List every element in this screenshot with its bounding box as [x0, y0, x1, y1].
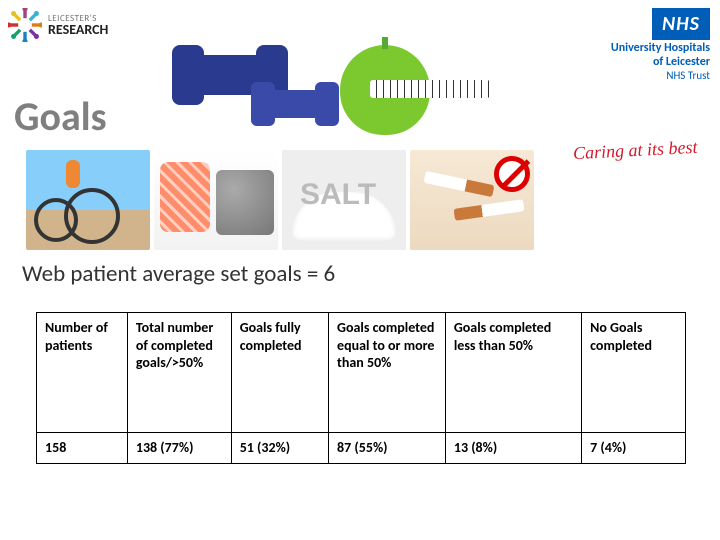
- cell: 87 (55%): [329, 433, 446, 464]
- hospital-line2: of Leicester: [611, 56, 710, 70]
- image-dumbbell-apple: [170, 10, 480, 142]
- cell: 138 (77%): [127, 433, 231, 464]
- hospital-trust: NHS Trust: [611, 70, 710, 83]
- header-area: LEICESTER'S RESEARCH NHS University Hosp…: [0, 0, 720, 260]
- subtitle: Web patient average set goals = 6: [22, 260, 335, 288]
- hospital-line1: University Hospitals: [611, 42, 710, 56]
- cell: 13 (8%): [445, 433, 581, 464]
- logo-leicester-research: LEICESTER'S RESEARCH: [8, 8, 108, 42]
- burst-icon: [8, 8, 42, 42]
- caring-tagline: Caring at its best: [573, 137, 698, 164]
- goals-table: Number of patients Total number of compl…: [36, 312, 686, 464]
- image-seafood: [154, 150, 278, 250]
- col-header: Goals completed equal to or more than 50…: [329, 313, 446, 433]
- col-header: Total number of completed goals/>50%: [127, 313, 231, 433]
- salt-label: SALT: [300, 178, 376, 212]
- image-stop-smoking: [410, 150, 534, 250]
- col-header: Goals fully completed: [231, 313, 328, 433]
- page-title: Goals: [14, 92, 107, 141]
- image-strip: SALT: [26, 150, 534, 250]
- col-header: Goals completed less than 50%: [445, 313, 581, 433]
- image-salt: SALT: [282, 150, 406, 250]
- image-cycling: [26, 150, 150, 250]
- cell: 7 (4%): [582, 433, 686, 464]
- col-header: No Goals completed: [582, 313, 686, 433]
- cell: 51 (32%): [231, 433, 328, 464]
- nhs-block: NHS: [652, 8, 710, 40]
- logo-left-bottom: RESEARCH: [48, 23, 108, 37]
- table-row: 158 138 (77%) 51 (32%) 87 (55%) 13 (8%) …: [37, 433, 686, 464]
- logo-nhs: NHS University Hospitals of Leicester NH…: [611, 8, 710, 82]
- col-header: Number of patients: [37, 313, 128, 433]
- cell: 158: [37, 433, 128, 464]
